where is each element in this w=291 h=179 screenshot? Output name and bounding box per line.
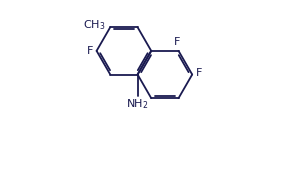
Text: F: F <box>87 46 93 56</box>
Text: CH$_3$: CH$_3$ <box>83 19 106 32</box>
Text: NH$_2$: NH$_2$ <box>126 97 149 111</box>
Text: F: F <box>196 68 202 78</box>
Text: F: F <box>174 37 180 47</box>
